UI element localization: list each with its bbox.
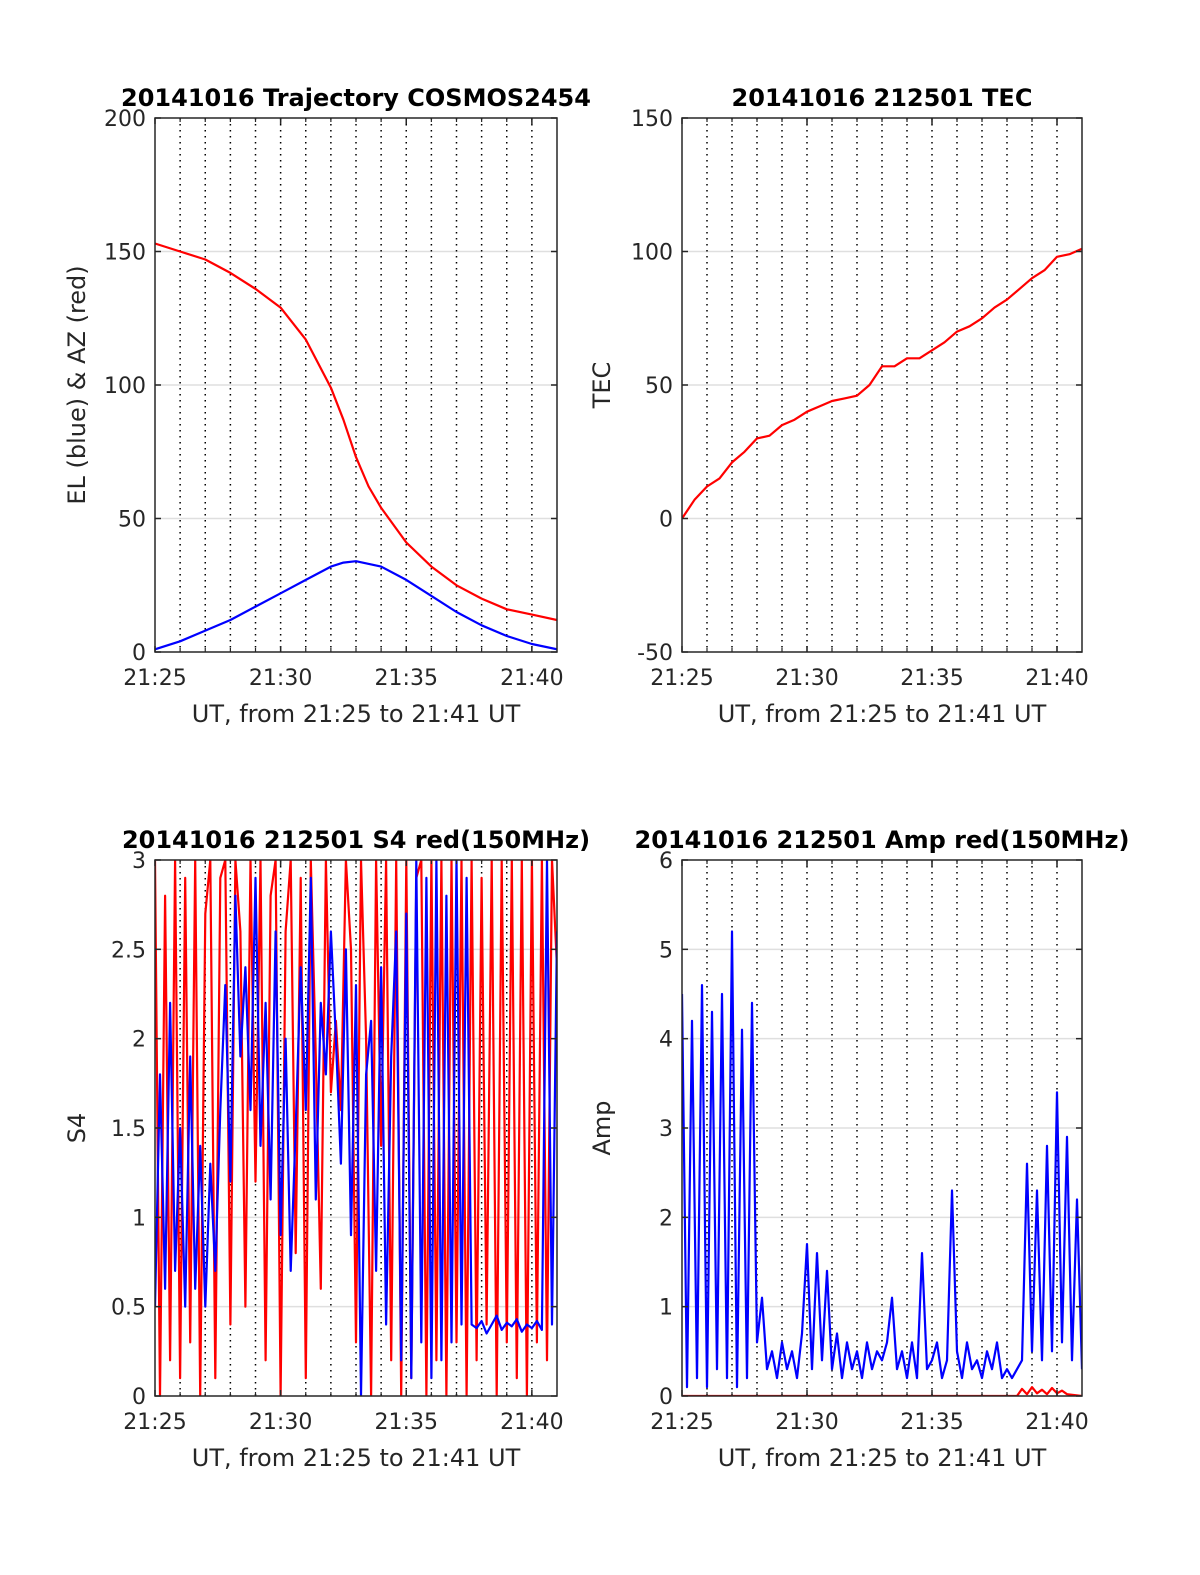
amp-series-group	[682, 930, 1082, 1396]
trajectory-xtick-label: 21:25	[123, 666, 186, 691]
trajectory-series-0-line	[155, 242, 557, 622]
trajectory-panel: 20141016 Trajectory COSMOS2454 UT, from …	[63, 84, 591, 728]
amp-ytick-label: 2	[659, 1206, 673, 1231]
trajectory-ytick-label: 200	[104, 107, 146, 132]
amp-xtick-label: 21:30	[775, 1410, 838, 1435]
tec-ytick-label: -50	[637, 641, 673, 666]
s4-series-1-line	[155, 860, 557, 1396]
tec-ytick-label: 150	[631, 107, 673, 132]
amp-xlabel: UT, from 21:25 to 21:41 UT	[718, 1444, 1047, 1472]
s4-ylabel: S4	[63, 1113, 91, 1144]
amp-panel: 20141016 212501 Amp red(150MHz) UT, from…	[588, 826, 1129, 1472]
trajectory-ytick-label: 0	[132, 641, 146, 666]
s4-xtick-label: 21:40	[500, 1410, 563, 1435]
trajectory-series-1-line	[155, 560, 557, 651]
s4-series-0-line	[155, 860, 557, 1396]
trajectory-xlabel: UT, from 21:25 to 21:41 UT	[192, 700, 521, 728]
amp-ytick-label: 3	[659, 1117, 673, 1142]
s4-xtick-label: 21:30	[249, 1410, 312, 1435]
trajectory-ytick-label: 100	[104, 374, 146, 399]
s4-ytick-label: 1.5	[111, 1117, 146, 1142]
amp-ytick-label: 0	[659, 1385, 673, 1410]
tec-title: 20141016 212501 TEC	[732, 84, 1033, 112]
amp-ytick-label: 5	[659, 938, 673, 963]
tec-xtick-label: 21:35	[900, 666, 963, 691]
s4-ytick-label: 0	[132, 1385, 146, 1410]
amp-series-1-line	[682, 1385, 1082, 1396]
amp-xtick-label: 21:40	[1025, 1410, 1088, 1435]
s4-xlabel: UT, from 21:25 to 21:41 UT	[192, 1444, 521, 1472]
tec-xtick-label: 21:25	[650, 666, 713, 691]
amp-ytick-label: 4	[659, 1028, 673, 1053]
amp-xtick-label: 21:35	[900, 1410, 963, 1435]
amp-title: 20141016 212501 Amp red(150MHz)	[635, 826, 1130, 854]
tec-panel: 20141016 212501 TEC UT, from 21:25 to 21…	[588, 84, 1089, 728]
trajectory-xtick-label: 21:40	[500, 666, 563, 691]
s4-xtick-label: 21:25	[123, 1410, 186, 1435]
s4-title: 20141016 212501 S4 red(150MHz)	[122, 826, 590, 854]
tec-ytick-label: 50	[645, 374, 673, 399]
amp-xtick-label: 21:25	[650, 1410, 713, 1435]
tec-series-0-line	[682, 247, 1082, 520]
s4-ytick-label: 3	[132, 849, 146, 874]
tec-xtick-label: 21:30	[775, 666, 838, 691]
trajectory-ytick-label: 50	[118, 508, 146, 533]
s4-ytick-label: 2.5	[111, 938, 146, 963]
s4-ytick-label: 2	[132, 1028, 146, 1053]
s4-ytick-label: 1	[132, 1206, 146, 1231]
tec-ytick-label: 0	[659, 508, 673, 533]
tec-xlabel: UT, from 21:25 to 21:41 UT	[718, 700, 1047, 728]
trajectory-xtick-label: 21:30	[249, 666, 312, 691]
trajectory-series-group	[155, 242, 557, 651]
amp-ylabel: Amp	[588, 1100, 616, 1155]
tec-ylabel: TEC	[588, 362, 616, 410]
trajectory-title: 20141016 Trajectory COSMOS2454	[121, 84, 591, 112]
trajectory-xtick-label: 21:35	[375, 666, 438, 691]
trajectory-ylabel: EL (blue) & AZ (red)	[63, 265, 91, 504]
s4-series-group	[155, 860, 557, 1396]
s4-ytick-label: 0.5	[111, 1296, 146, 1321]
amp-ytick-label: 6	[659, 849, 673, 874]
tec-series-group	[682, 247, 1082, 520]
amp-series-0-line	[682, 930, 1082, 1389]
amp-ytick-label: 1	[659, 1296, 673, 1321]
s4-panel: 20141016 212501 S4 red(150MHz) UT, from …	[63, 826, 590, 1472]
tec-xtick-label: 21:40	[1025, 666, 1088, 691]
tec-ytick-label: 100	[631, 241, 673, 266]
trajectory-ytick-label: 150	[104, 241, 146, 266]
s4-xtick-label: 21:35	[375, 1410, 438, 1435]
